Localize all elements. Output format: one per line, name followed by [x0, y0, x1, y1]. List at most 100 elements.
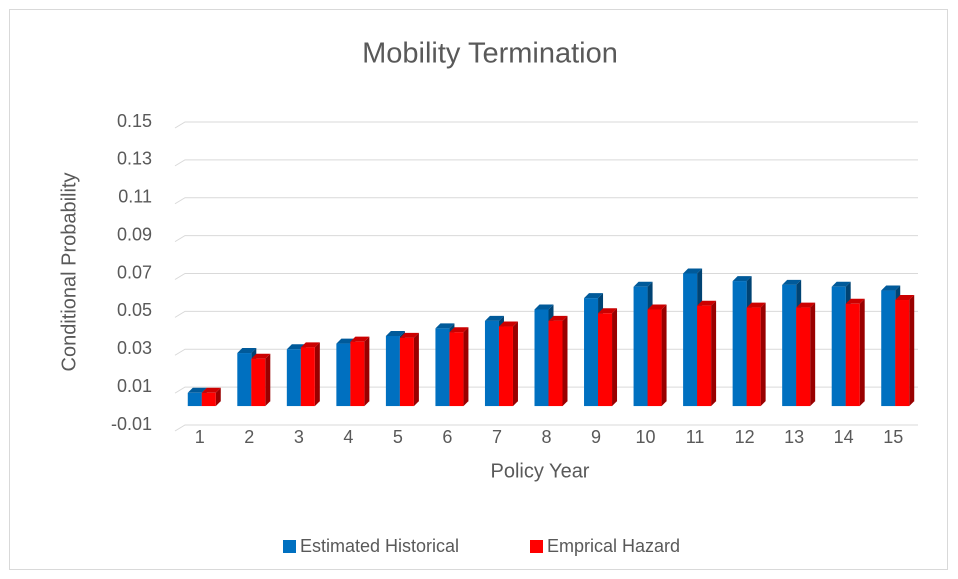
bar-front — [732, 281, 747, 407]
x-tick-label: 8 — [541, 427, 551, 447]
bar-front — [584, 298, 599, 407]
x-tick-label: 14 — [834, 427, 854, 447]
bar-top — [845, 298, 865, 304]
grid-line — [174, 348, 918, 356]
bar-side — [463, 327, 469, 407]
bar-side — [760, 302, 766, 407]
bar — [201, 387, 221, 407]
bar-side — [859, 298, 865, 407]
x-tick-label: 2 — [244, 427, 254, 447]
bar-front — [201, 392, 216, 407]
bar-top — [187, 387, 207, 393]
bar-top — [385, 330, 405, 336]
grid-line — [174, 159, 918, 167]
bar-front — [845, 303, 860, 407]
bar-front — [300, 347, 315, 407]
bar-front — [336, 343, 351, 407]
bar-front — [598, 313, 613, 407]
bar-top — [831, 281, 851, 287]
y-tick-label: 0.15 — [117, 111, 152, 131]
legend-swatch — [283, 540, 296, 553]
bar — [449, 327, 469, 407]
bar-side — [215, 387, 221, 407]
x-tick-label: 10 — [636, 427, 656, 447]
bar-side — [413, 332, 419, 407]
y-tick-label: 0.05 — [117, 300, 152, 320]
y-tick-label: 0.01 — [117, 376, 152, 396]
x-tick-label: 7 — [492, 427, 502, 447]
grid-line — [174, 197, 918, 205]
bar-front — [881, 290, 896, 407]
bar — [746, 302, 766, 407]
bar-top — [534, 304, 554, 310]
bar-front — [385, 335, 400, 407]
bar-top — [683, 268, 703, 274]
bar-top — [633, 281, 653, 287]
chart-title: Mobility Termination — [362, 38, 618, 70]
bar-top — [251, 353, 271, 359]
bar-top — [449, 327, 469, 333]
y-tick-label: 0.11 — [118, 187, 152, 207]
bar — [498, 321, 518, 407]
bar — [845, 298, 865, 407]
bar — [647, 304, 667, 407]
x-tick-label: 13 — [784, 427, 804, 447]
bar-top — [484, 315, 504, 321]
bar-top — [746, 302, 766, 308]
bar-top — [895, 295, 915, 301]
x-tick-label: 9 — [591, 427, 601, 447]
bar-side — [909, 295, 915, 407]
bar — [251, 353, 271, 407]
bar-front — [498, 326, 513, 407]
bar-front — [449, 332, 464, 407]
y-tick-label: 0.03 — [117, 338, 152, 358]
bar-top — [498, 321, 518, 327]
bar-front — [782, 284, 797, 407]
y-tick-label: 0.13 — [117, 149, 152, 169]
bar-top — [399, 332, 419, 338]
bar-front — [187, 392, 202, 407]
bar-top — [697, 300, 717, 306]
bar-top — [201, 387, 221, 393]
bar-front — [697, 305, 712, 407]
bar-top — [548, 315, 568, 321]
bar-top — [732, 276, 752, 282]
x-tick-label: 3 — [294, 427, 304, 447]
bar-side — [612, 308, 618, 407]
bar-front — [683, 273, 698, 407]
bar — [895, 295, 915, 407]
bar-front — [435, 328, 450, 407]
bar-side — [512, 321, 518, 407]
bar — [300, 342, 320, 407]
bar-side — [364, 336, 370, 407]
bar-front — [633, 286, 648, 407]
bar-front — [647, 309, 662, 407]
bar — [697, 300, 717, 407]
y-axis-title: Conditional Probability — [58, 172, 80, 371]
grid-line — [174, 310, 918, 318]
grid-line — [174, 273, 918, 280]
bar-front — [237, 353, 252, 407]
y-tick-label: 0.07 — [117, 262, 152, 282]
bar-front — [831, 286, 846, 407]
bar-top — [782, 279, 802, 285]
x-tick-label: 4 — [343, 427, 353, 447]
bar-side — [661, 304, 667, 407]
legend-label: Estimated Historical — [300, 536, 459, 556]
bar-front — [534, 309, 549, 407]
bar — [548, 315, 568, 407]
bar-top — [300, 342, 320, 348]
x-tick-label: 15 — [883, 427, 903, 447]
bar-top — [435, 323, 455, 329]
x-tick-label: 5 — [393, 427, 403, 447]
chart-border — [9, 9, 948, 570]
bar-side — [265, 353, 271, 407]
bar-top — [796, 302, 816, 308]
grid-line — [174, 386, 918, 394]
bar-front — [548, 320, 563, 407]
bar-top — [350, 336, 370, 342]
bar-side — [314, 342, 320, 407]
bar-front — [399, 337, 414, 407]
grid-line — [174, 424, 918, 432]
